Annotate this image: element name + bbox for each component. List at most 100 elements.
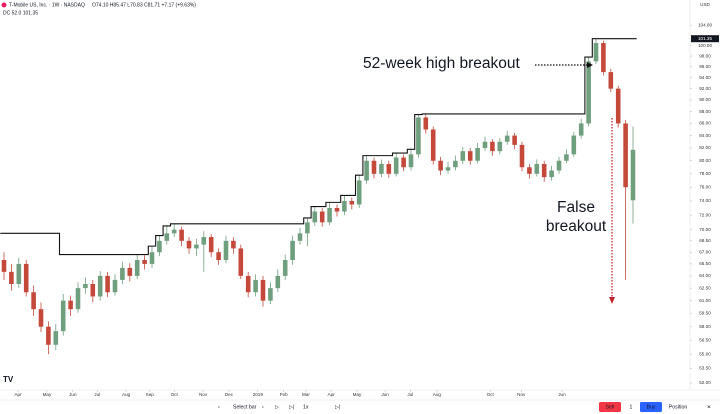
candle-body <box>208 237 214 253</box>
candle-body <box>556 160 562 171</box>
candle-body <box>231 240 236 249</box>
x-tick-label: Jul <box>94 392 100 397</box>
candle-body <box>460 151 466 161</box>
candle-body <box>342 200 347 212</box>
currency: USD <box>700 2 710 7</box>
nav-icon[interactable]: › <box>262 404 264 410</box>
close[interactable]: ✕ <box>707 404 711 410</box>
candle-body <box>504 135 510 142</box>
y-tick-label: 67.00 <box>699 249 711 254</box>
buy-button[interactable] <box>640 402 662 412</box>
y-tick-label: 68.50 <box>699 238 711 243</box>
position[interactable]: Position <box>669 404 688 410</box>
candle-body <box>68 300 73 310</box>
candle-body <box>305 222 310 234</box>
candle-body <box>379 163 384 174</box>
candle-body <box>490 141 495 152</box>
candle-body <box>83 284 88 289</box>
candle-body <box>31 292 36 310</box>
nav-icon[interactable]: ‹ <box>218 404 220 410</box>
y-tick-label: 80.00 <box>699 158 711 163</box>
end[interactable]: ▷| <box>335 404 340 410</box>
qty[interactable]: 1 <box>630 404 633 410</box>
candle-body <box>319 211 325 223</box>
play[interactable]: ▷ <box>275 404 279 410</box>
candle-body <box>534 163 540 174</box>
x-tick-label: Sep <box>146 392 155 397</box>
candle-body <box>586 61 591 124</box>
candle-body <box>1 260 7 272</box>
candle-body <box>149 252 155 264</box>
sell-label: Sell <box>606 404 615 410</box>
annotation-breakout: 52-week high breakout <box>363 55 521 72</box>
false-arrowhead <box>609 297 615 304</box>
last-price-box <box>691 35 719 43</box>
speed[interactable]: 1x <box>303 404 309 410</box>
candle-body <box>386 163 392 174</box>
y-tick-label: 52.00 <box>699 380 711 385</box>
candle-body <box>482 141 488 149</box>
x-tick-label: Oct <box>487 392 495 397</box>
sell-button[interactable] <box>599 402 621 412</box>
x-tick-label: Oct <box>171 392 179 397</box>
y-tick-label: 64.00 <box>699 273 711 278</box>
y-tick-label: 96.00 <box>699 64 711 69</box>
candle-body <box>527 167 532 174</box>
y-tick-label: 74.00 <box>699 198 711 203</box>
candle-body <box>194 244 199 249</box>
candle-body <box>615 88 621 124</box>
candle-body <box>16 263 22 285</box>
candle-body <box>253 279 258 293</box>
candle-body <box>593 43 599 62</box>
x-tick-label: Apr <box>328 392 336 397</box>
annotation-false: breakout <box>546 218 607 235</box>
symbol-title: T-Mobile US, Inc. · 1W · NASDAQ <box>9 2 85 8</box>
candle-body <box>297 233 303 241</box>
x-tick-label: May <box>353 392 362 397</box>
candle-body <box>564 154 569 161</box>
candle-body <box>9 271 14 285</box>
candle-body <box>245 275 251 293</box>
candle-body <box>282 260 288 276</box>
y-tick-label: 76.00 <box>699 184 711 189</box>
step[interactable]: ▷| <box>289 404 294 410</box>
candle-body <box>608 72 614 89</box>
x-tick-label: Aug <box>122 392 131 397</box>
y-tick-label: 90.00 <box>699 97 711 102</box>
candle-body <box>416 117 421 155</box>
candle-body <box>423 117 429 130</box>
y-tick-label: 100.00 <box>698 43 712 48</box>
candle-body <box>623 123 628 188</box>
x-tick-label: Jun <box>69 392 77 397</box>
tv-logo: TV <box>3 375 14 384</box>
candle-body <box>38 309 44 327</box>
candle-body <box>453 160 458 168</box>
candle-body <box>290 240 295 261</box>
y-tick-label: 86.00 <box>699 121 711 126</box>
y-tick-label: 56.50 <box>699 337 711 342</box>
candle-body <box>356 180 362 205</box>
candle-body <box>120 267 125 280</box>
y-tick-label: 92.00 <box>699 86 711 91</box>
candle-body <box>371 160 377 174</box>
candle-body <box>268 288 273 301</box>
candle-body <box>467 151 473 161</box>
y-tick-label: 78.00 <box>699 171 711 176</box>
x-tick-label: Jun <box>558 392 566 397</box>
select-bar[interactable]: Select bar <box>233 404 257 410</box>
candle-body <box>238 248 244 276</box>
y-tick-label: 53.50 <box>699 366 711 371</box>
y-tick-label: 70.00 <box>699 227 711 232</box>
candle-body <box>260 279 266 301</box>
candle-body <box>201 237 207 245</box>
candle-body <box>157 240 162 253</box>
candle-body <box>393 157 399 174</box>
x-tick-label: May <box>43 392 52 397</box>
last-price-label: 101.35 <box>698 36 712 41</box>
candle-body <box>23 263 29 293</box>
x-tick-label: 2019 <box>253 392 264 397</box>
x-tick-label: Aug <box>433 392 442 397</box>
candle-body <box>364 160 369 181</box>
candle-body <box>97 275 103 297</box>
